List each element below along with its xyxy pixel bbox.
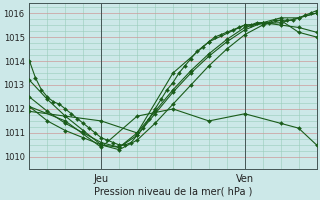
X-axis label: Pression niveau de la mer( hPa ): Pression niveau de la mer( hPa ) [94,187,252,197]
